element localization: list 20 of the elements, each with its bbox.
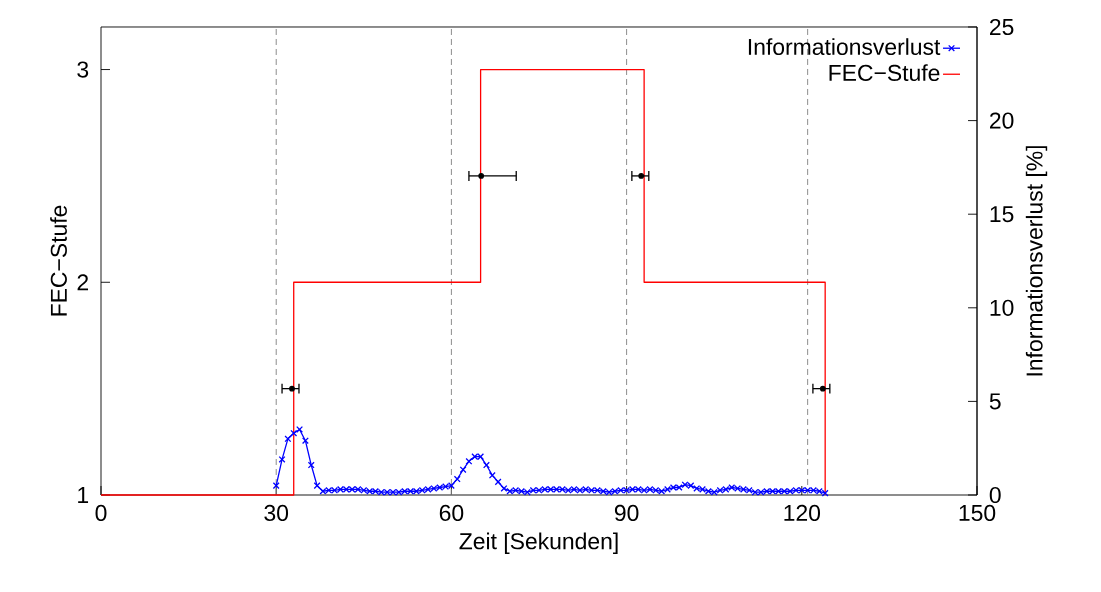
x-tick-label: 120 <box>784 504 821 522</box>
y2-tick-label: 0 <box>989 486 1001 504</box>
x-tick-label: 150 <box>959 504 996 522</box>
x-axis-title: Zeit [Sekunden] <box>459 532 618 554</box>
x-tick-label: 60 <box>439 504 464 522</box>
legend-label: Informationsverlust <box>748 38 941 56</box>
y2-tick-label: 20 <box>990 112 1014 129</box>
y2-tick-label: 10 <box>990 299 1014 316</box>
y-tick-label: 3 <box>77 61 89 78</box>
y2-tick-label: 15 <box>990 206 1014 223</box>
x-tick-label: 90 <box>614 504 639 522</box>
x-tick-label: 30 <box>264 504 289 522</box>
x-tick-label: 0 <box>95 504 107 522</box>
y2-axis-title: Informationsverlust [%] <box>1025 146 1048 376</box>
y2-tick-label: 5 <box>989 393 1001 410</box>
y-tick-label: 2 <box>77 274 89 291</box>
y-axis-title: FEC−Stufe <box>50 205 67 316</box>
y2-tick-label: 25 <box>990 18 1014 36</box>
legend-label: FEC−Stufe <box>829 64 940 82</box>
y-tick-label: 1 <box>78 487 89 503</box>
